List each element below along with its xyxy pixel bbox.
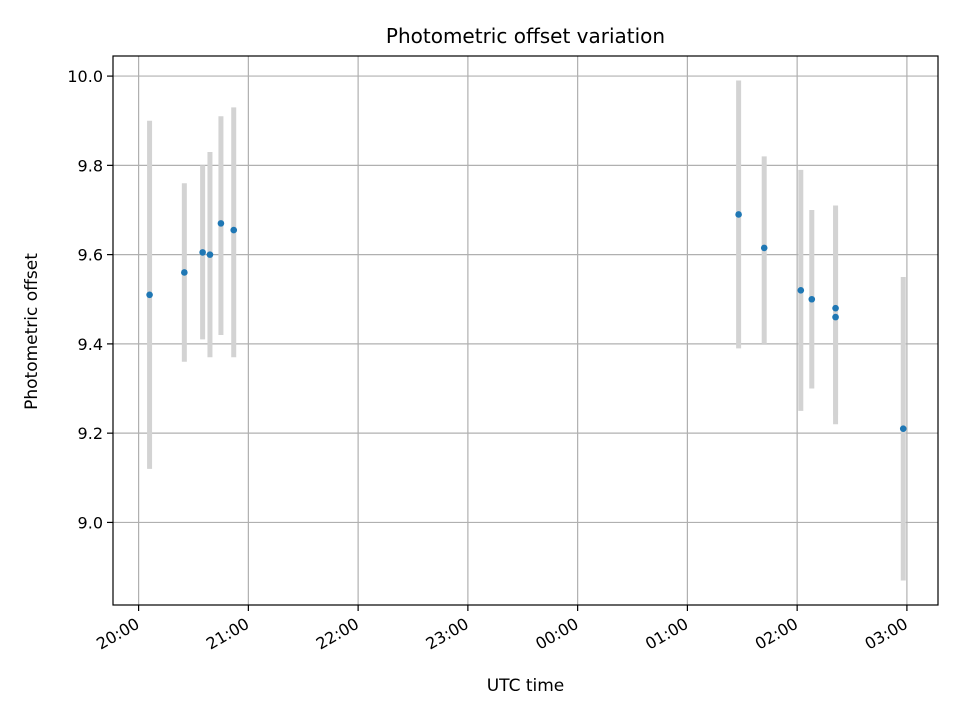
data-point — [206, 251, 214, 258]
y-tick-label: 9.2 — [78, 424, 103, 443]
x-tick-label: 21:00 — [203, 614, 252, 654]
x-axis-title: UTC time — [487, 676, 565, 696]
data-point — [899, 425, 907, 432]
data-point — [181, 269, 188, 276]
data-point — [735, 211, 742, 218]
y-tick-label: 9.0 — [78, 513, 103, 532]
x-tick-label: 02:00 — [752, 614, 801, 654]
x-tick-label: 01:00 — [642, 614, 691, 654]
x-tick-label: 00:00 — [532, 614, 581, 654]
data-point — [832, 313, 839, 321]
data-point — [230, 226, 238, 234]
data-point — [808, 295, 816, 303]
x-axis-ticks: 20:00 21:00 22:00 23:00 00:00 01:00 02:00 03:00 — [93, 605, 911, 654]
y-tick-label: 10.0 — [67, 67, 103, 86]
x-tick-label: 23:00 — [422, 614, 471, 654]
y-tick-label: 9.4 — [78, 335, 103, 354]
chart-title: Photometric offset variation — [386, 24, 665, 48]
data-point — [146, 291, 153, 299]
data-points — [146, 211, 907, 432]
grid-lines — [113, 56, 938, 605]
y-axis-ticks: 9.0 9.2 9.4 9.6 9.8 10.0 — [67, 67, 113, 532]
y-axis-title: Photometric offset — [22, 253, 42, 410]
data-point — [760, 244, 768, 252]
x-tick-label: 03:00 — [861, 614, 910, 654]
data-point — [217, 220, 225, 227]
data-point — [797, 287, 805, 294]
x-tick-label: 20:00 — [93, 614, 142, 654]
plot-frame — [112, 55, 939, 606]
data-point — [832, 304, 839, 312]
y-tick-label: 9.6 — [78, 246, 103, 265]
x-tick-label: 22:00 — [313, 614, 362, 654]
error-bars — [147, 80, 906, 581]
y-tick-label: 9.8 — [78, 156, 103, 175]
data-point — [199, 249, 206, 256]
